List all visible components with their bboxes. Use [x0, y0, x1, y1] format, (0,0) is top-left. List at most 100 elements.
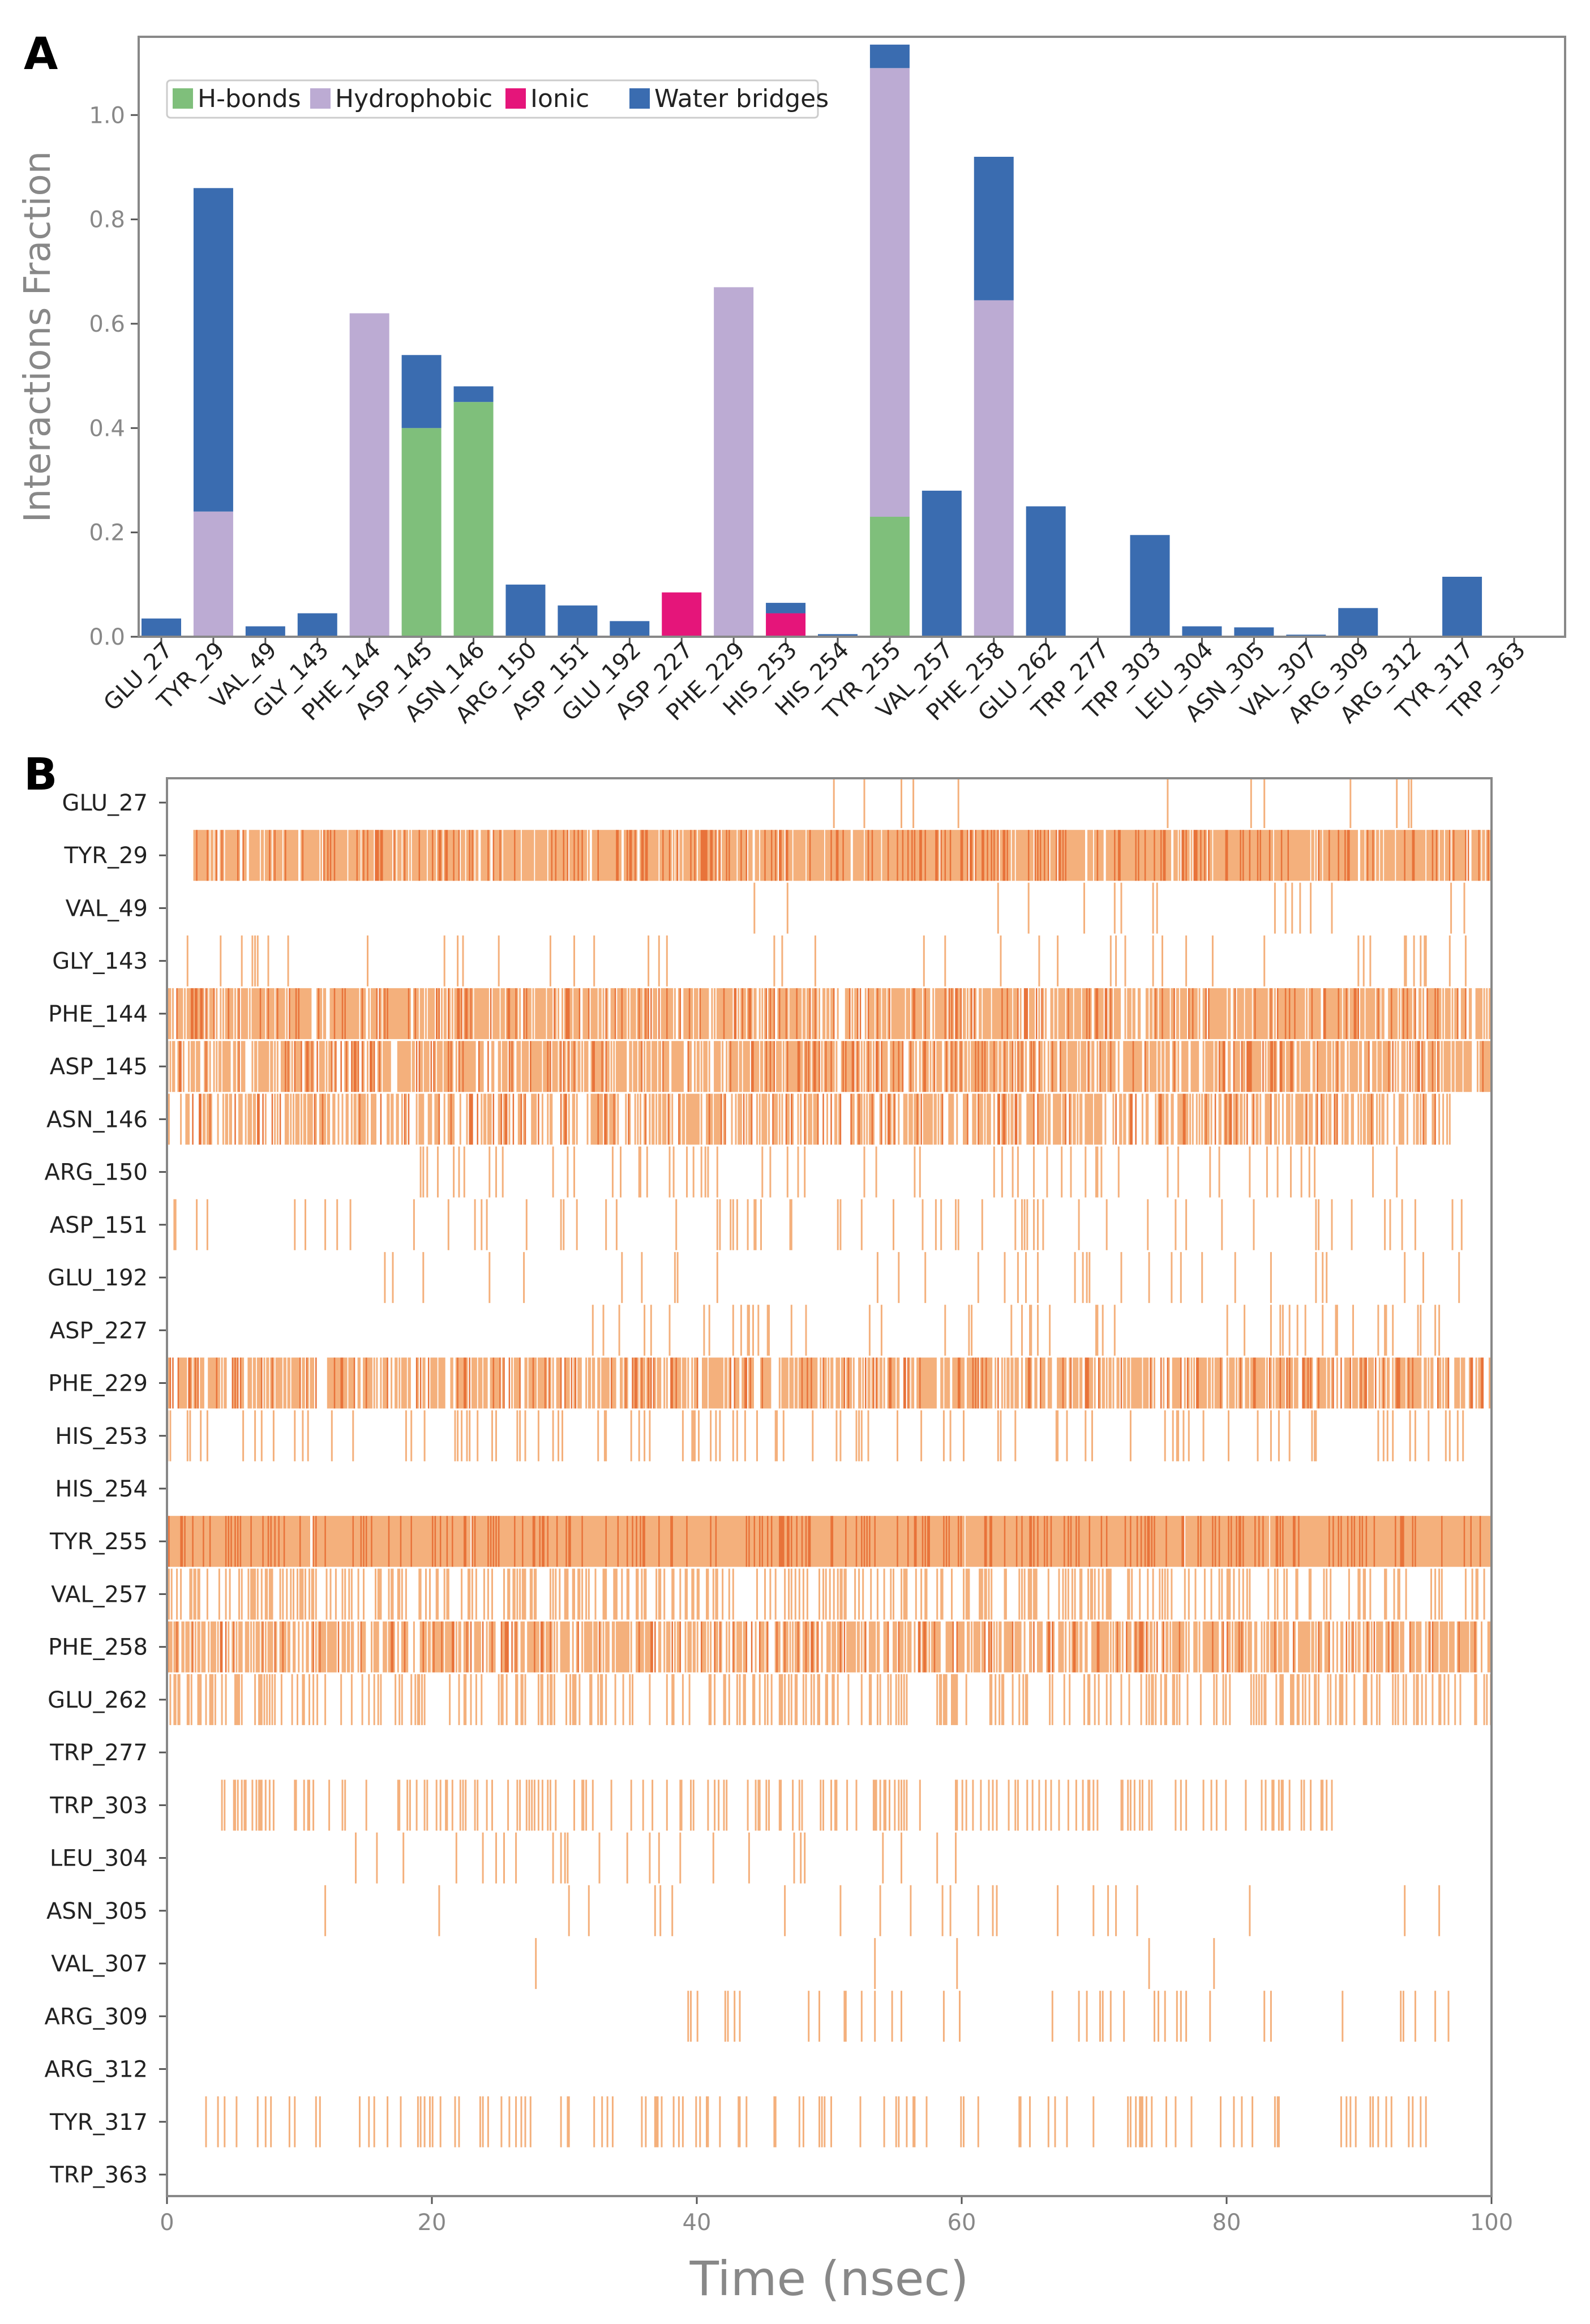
row-label-asp-151: ASP_151: [50, 1212, 148, 1238]
panel-a-letter: A: [24, 29, 58, 80]
timeline-row-asp-151: [173, 1199, 1463, 1250]
bar-hydrophobic-phe-258: [974, 300, 1014, 637]
y-tick-label: 0.8: [89, 207, 125, 233]
bar-water-bridges-tyr-29: [193, 188, 233, 512]
y-tick-label: 0.4: [89, 415, 125, 441]
bar-water-bridges-phe-258: [974, 157, 1014, 301]
timeline-row-dense-phe-144: [176, 988, 1467, 1039]
timeline-row-asp-227: [592, 1305, 1441, 1356]
bar-water-bridges-asn-305: [1234, 627, 1274, 637]
timeline-row-glu-27: [833, 777, 1412, 828]
row-label-val-257: VAL_257: [51, 1581, 148, 1607]
timeline-row-leu-304: [355, 1832, 957, 1884]
bar-water-bridges-arg-150: [505, 584, 546, 637]
row-label-phe-144: PHE_144: [48, 1001, 148, 1027]
row-label-arg-312: ARG_312: [45, 2057, 148, 2083]
bar-ionic-his-253: [766, 613, 806, 637]
timeline-row-his-253: [166, 1410, 1464, 1461]
bar-water-bridges-val-49: [245, 626, 285, 637]
bar-water-bridges-tyr-317: [1442, 577, 1482, 637]
legend-label-hydrophobic: Hydrophobic: [335, 84, 492, 113]
row-label-tyr-255: TYR_255: [49, 1529, 148, 1555]
row-label-asp-227: ASP_227: [50, 1318, 148, 1344]
timeline-row-val-257: [166, 1568, 1485, 1620]
timeline-row-glu-192: [384, 1252, 1460, 1304]
panel-b-letter: B: [24, 749, 57, 800]
row-label-phe-229: PHE_229: [48, 1371, 148, 1397]
interactions-bar-chart: 0.0 0.2 0.4 0.6 0.8 1.0 GLU_27TYR_29VAL_49GLY…: [17, 36, 1566, 728]
bar-water-bridges-asp-151: [558, 605, 598, 637]
legend-swatch-water-bridges: [629, 88, 650, 109]
timeline-row-asn-305: [324, 1885, 1441, 1936]
interaction-timeline-chart: GLU_27 TYR_29 VAL_49 GLY_143 PHE_144 ASP_145 A…: [45, 777, 1513, 2306]
legend: H-bonds Hydrophobic Ionic Water bridges: [166, 79, 829, 119]
bar-h-bonds-asn-146: [453, 402, 494, 637]
timeline-row-dense-tyr-255: [168, 1516, 1481, 1567]
bar-hydrophobic-tyr-255: [869, 68, 910, 517]
row-label-leu-304: LEU_304: [50, 1846, 148, 1872]
bar-ionic-asp-227: [662, 592, 702, 637]
bar-stack-group: [142, 44, 1482, 637]
x-axis-label-time: Time (nsec): [689, 2251, 969, 2306]
timeline-row-asn-146: [168, 1094, 1451, 1145]
bar-hydrophobic-phe-229: [714, 287, 754, 637]
timeline-events: [166, 777, 1492, 2147]
time-tick-label: 40: [683, 2210, 712, 2236]
bar-water-bridges-gly-143: [297, 613, 337, 637]
row-label-trp-303: TRP_303: [49, 1793, 148, 1819]
legend-swatch-ionic: [505, 88, 526, 109]
row-label-tyr-317: TYR_317: [49, 2109, 148, 2136]
bar-water-bridges-his-253: [766, 603, 806, 614]
row-label-val-307: VAL_307: [51, 1951, 148, 1977]
plot-frame-b: [166, 777, 1493, 2197]
y-tick-label: 0.0: [89, 624, 125, 650]
plot-frame-a: [138, 36, 1566, 638]
legend-swatch-h-bonds: [173, 88, 193, 109]
legend-label-ionic: Ionic: [530, 84, 589, 113]
timeline-row-val-307: [535, 1938, 1215, 1989]
bar-water-bridges-asn-146: [453, 386, 494, 402]
row-label-glu-262: GLU_262: [48, 1687, 148, 1713]
timeline-row-dense-tyr-29: [196, 830, 1489, 881]
timeline-row-glu-262: [169, 1674, 1492, 1725]
timeline-row-trp-303: [221, 1780, 1333, 1831]
time-tick-label: 0: [160, 2210, 174, 2236]
bar-h-bonds-tyr-255: [869, 517, 910, 637]
time-tick-label: 60: [948, 2210, 976, 2236]
timeline-row-arg-150: [419, 1146, 1398, 1198]
bar-h-bonds-asp-145: [401, 428, 442, 637]
legend-label-h-bonds: H-bonds: [198, 84, 301, 113]
timeline-row-dense-phe-229: [169, 1357, 1484, 1409]
row-label-asp-145: ASP_145: [50, 1054, 148, 1080]
legend-swatch-hydrophobic: [310, 88, 331, 109]
y-tick-label: 0.6: [89, 311, 125, 337]
row-label-phe-258: PHE_258: [48, 1635, 148, 1661]
row-label-arg-309: ARG_309: [45, 2004, 148, 2030]
bar-hydrophobic-phe-144: [349, 313, 389, 637]
row-label-glu-192: GLU_192: [48, 1265, 148, 1291]
bar-water-bridges-trp-303: [1130, 535, 1170, 637]
residue-labels: GLU_27 TYR_29 VAL_49 GLY_143 PHE_144 ASP_145 A…: [45, 790, 167, 2188]
timeline-row-val-49: [753, 882, 1465, 934]
timeline-row-dense-asn-146: [192, 1094, 1436, 1145]
bar-water-bridges-glu-27: [142, 618, 181, 637]
row-label-asn-146: ASN_146: [46, 1107, 148, 1133]
timeline-row-phe-258: [168, 1621, 1492, 1673]
timeline-row-tyr-317: [205, 2096, 1427, 2147]
timeline-row-dense-asp-145: [178, 1041, 1484, 1092]
time-tick-label: 20: [418, 2210, 447, 2236]
bar-water-bridges-tyr-255: [869, 44, 910, 68]
timeline-row-gly-143: [186, 935, 1467, 987]
y-tick-label: 1.0: [89, 102, 125, 128]
time-axis-ticks: 0 20 40 60 80 100: [160, 2196, 1513, 2236]
bar-hydrophobic-tyr-29: [193, 511, 233, 637]
x-axis-ticks: GLU_27TYR_29VAL_49GLY_143PHE_144ASP_145A…: [98, 637, 1531, 728]
bar-water-bridges-arg-309: [1338, 608, 1378, 637]
timeline-row-phe-144: [166, 988, 1490, 1039]
row-label-arg-150: ARG_150: [45, 1160, 148, 1186]
time-tick-label: 100: [1470, 2210, 1513, 2236]
y-axis-label: Interactions Fraction: [17, 151, 59, 522]
legend-label-water-bridges: Water bridges: [654, 84, 829, 113]
row-label-trp-363: TRP_363: [49, 2162, 148, 2188]
